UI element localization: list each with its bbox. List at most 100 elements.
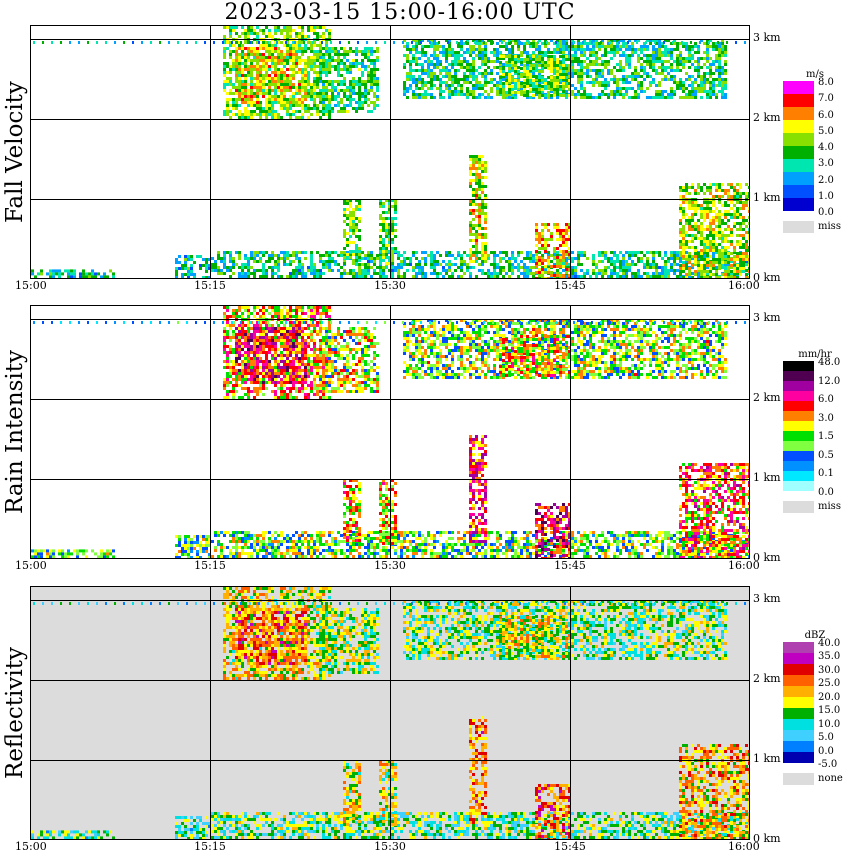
echo-cell (244, 275, 247, 278)
echo-cell (250, 104, 253, 107)
echo-cell (544, 223, 547, 226)
echo-cell (448, 75, 451, 78)
echo-cell (592, 269, 595, 272)
echo-cell (718, 48, 721, 51)
echo-cell (472, 173, 475, 176)
echo-cell (703, 258, 706, 261)
echo-cell (673, 78, 676, 81)
echo-cell (622, 278, 625, 279)
echo-cell (337, 62, 340, 65)
echo-cell (316, 113, 319, 116)
echo-cell (439, 96, 442, 99)
echo-cell (685, 192, 688, 195)
echo-cell (337, 95, 340, 98)
echo-cell (418, 81, 421, 84)
echo-cell (358, 220, 361, 223)
echo-cell (307, 269, 310, 272)
echo-cell (253, 113, 256, 116)
echo-cell (358, 86, 361, 89)
echo-cell (478, 197, 481, 200)
echo-cell (673, 260, 676, 263)
echo-cell (745, 269, 748, 272)
echo-cell (613, 39, 616, 42)
echo-cell (421, 81, 424, 84)
echo-cell (322, 95, 325, 98)
echo-cell (556, 85, 559, 88)
echo-cell (496, 266, 499, 269)
echo-cell (736, 258, 739, 261)
echo-cell (529, 84, 532, 87)
echo-cell (358, 98, 361, 101)
echo-cell (571, 48, 574, 51)
echo-cell (544, 271, 547, 274)
echo-cell (601, 63, 604, 66)
echo-cell (508, 73, 511, 76)
echo-cell (409, 87, 412, 90)
echo-cell (223, 53, 226, 56)
echo-cell (265, 47, 268, 50)
echo-cell (739, 213, 742, 216)
echo-cell (748, 272, 749, 275)
echo-cell (268, 92, 271, 95)
echo-cell (712, 273, 715, 276)
echo-cell (490, 60, 493, 63)
echo-cell (580, 96, 583, 99)
echo-cell (424, 251, 427, 254)
echo-cell (289, 83, 292, 86)
echo-cell (508, 275, 511, 278)
echo-cell (745, 273, 748, 276)
echo-cell (541, 51, 544, 54)
echo-cell (463, 251, 466, 254)
echo-cell (313, 272, 316, 275)
echo-cell (679, 257, 682, 260)
echo-cell (700, 234, 703, 237)
echo-cell (349, 226, 352, 229)
echo-cell (307, 77, 310, 80)
echo-cell (511, 58, 514, 61)
echo-cell (517, 82, 520, 85)
echo-cell (385, 223, 388, 226)
echo-cell (256, 77, 259, 80)
echo-cell (544, 66, 547, 69)
echo-cell (289, 272, 292, 275)
echo-cell (331, 80, 334, 83)
echo-cell (382, 217, 385, 220)
echo-cell (388, 262, 391, 265)
echo-cell (652, 260, 655, 263)
echo-cell (328, 83, 331, 86)
echo-cell (373, 68, 376, 71)
echo-cell (682, 201, 685, 204)
echo-cell (418, 51, 421, 54)
echo-cell (664, 275, 667, 278)
echo-cell (229, 44, 232, 47)
echo-cell (625, 266, 628, 269)
echo-cell (469, 75, 472, 78)
echo-cell (598, 48, 601, 51)
echo-cell (742, 222, 745, 225)
echo-cell (529, 90, 532, 93)
echo-cell (472, 179, 475, 182)
echo-cell (532, 42, 535, 45)
echo-cell (214, 263, 217, 266)
echo-cell (361, 71, 364, 74)
echo-cell (574, 51, 577, 54)
echo-cell (55, 269, 58, 273)
echo-cell (346, 232, 349, 235)
echo-cell (499, 93, 502, 96)
echo-cell (298, 92, 301, 95)
echo-cell (691, 90, 694, 93)
echo-cell (289, 26, 292, 29)
echo-cell (541, 232, 544, 235)
echo-cell (484, 254, 487, 257)
echo-cell (736, 270, 739, 273)
echo-cell (709, 96, 712, 99)
echo-cell (319, 71, 322, 74)
echo-cell (742, 219, 745, 222)
echo-cell (448, 90, 451, 93)
echo-cell (529, 254, 532, 257)
echo-cell (697, 275, 700, 278)
echo-cell (370, 275, 373, 278)
echo-cell (622, 66, 625, 69)
echo-cell (259, 77, 262, 80)
echo-cell (613, 278, 616, 279)
